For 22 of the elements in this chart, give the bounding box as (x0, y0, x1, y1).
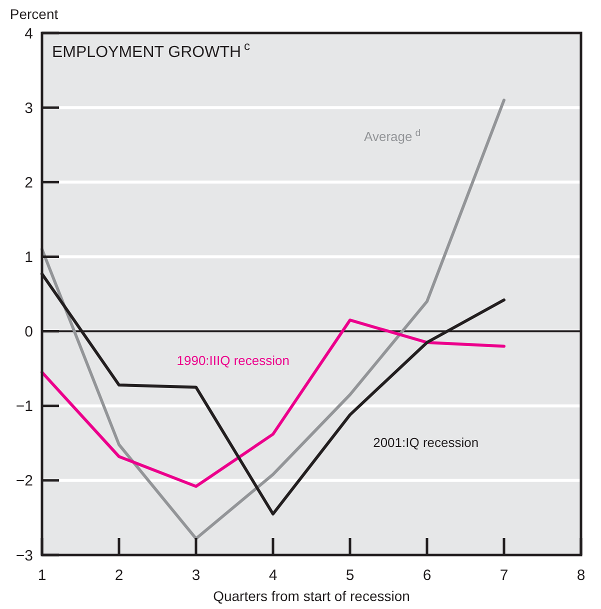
series-label: 1990:IIIQ recession (176, 352, 290, 368)
x-tick-label: 6 (422, 567, 432, 584)
y-tick-label: −3 (16, 547, 33, 564)
text: Average$^{d}$ (364, 128, 421, 144)
x-tick-label: 4 (268, 567, 278, 584)
y-axis-title: Percent (10, 6, 58, 22)
x-tick-label: 5 (346, 567, 354, 584)
y-tick-label: 1 (24, 248, 33, 266)
y-tick-label: −2 (16, 472, 33, 490)
x-tick-label: 3 (192, 567, 200, 584)
y-tick-label: −1 (16, 398, 33, 416)
y-tick-label: 4 (24, 25, 33, 42)
x-tick-label: 8 (576, 567, 586, 584)
x-axis-title: Quarters from start of recession (213, 588, 410, 604)
y-tick-label: 0 (24, 324, 33, 341)
y-tick-label: 3 (24, 100, 33, 117)
text: EMPLOYMENT GROWTH$^{c}$ (52, 39, 250, 61)
x-tick-label: 2 (114, 567, 124, 584)
y-tick-label: 2 (24, 174, 33, 192)
x-tick-label: 1 (38, 567, 46, 584)
text: 2001:IQ recession (373, 434, 479, 450)
x-tick-label: 7 (500, 567, 508, 584)
